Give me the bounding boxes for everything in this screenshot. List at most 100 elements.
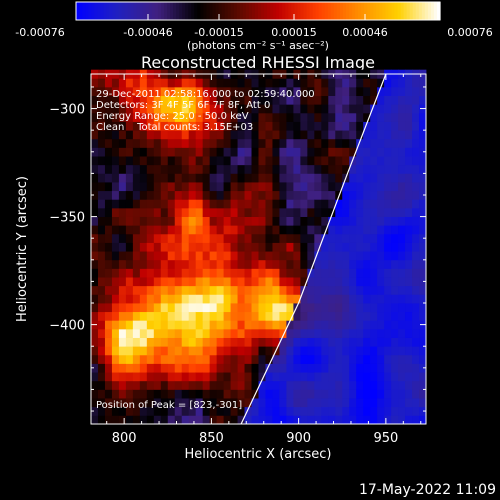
heatmap-pixel [342,346,350,356]
heatmap-pixel [314,328,322,338]
heatmap-pixel [167,216,176,226]
heatmap-pixel [244,156,252,166]
heatmap-pixel [349,398,357,408]
heatmap-pixel [160,294,169,304]
heatmap-pixel [272,363,280,373]
heatmap-pixel [167,328,176,338]
heatmap-pixel [391,95,399,105]
heatmap-pixel [118,121,127,131]
heatmap-pixel [363,138,371,148]
heatmap-pixel [160,268,169,278]
heatmap-pixel [91,346,99,356]
heatmap-pixel [209,216,218,226]
heatmap-pixel [272,303,280,313]
heatmap-pixel [195,277,204,287]
heatmap-pixel [181,389,190,399]
heatmap-pixel [286,173,294,183]
heatmap-pixel [244,337,252,347]
heatmap-pixel [300,346,308,356]
heatmap-pixel [181,78,190,88]
heatmap-pixel [349,285,357,295]
heatmap-pixel [405,199,413,209]
heatmap-pixel [153,380,162,390]
heatmap-pixel [118,104,127,114]
heatmap-pixel [391,268,399,278]
heatmap-pixel [398,173,406,183]
heatmap-pixel [160,337,169,347]
heatmap-pixel [335,138,343,148]
heatmap-pixel [328,363,336,373]
heatmap-pixel [370,147,378,157]
heatmap-pixel [104,415,113,425]
heatmap-pixel [265,86,273,96]
heatmap-pixel [230,78,238,88]
heatmap-pixel [286,398,294,408]
heatmap-pixel [160,251,169,261]
colorbar-swatch [294,2,299,20]
heatmap-pixel [398,398,406,408]
annotation-counts: Clean Total counts: 3.15E+03 [96,122,253,133]
heatmap-pixel [279,363,287,373]
heatmap-pixel [405,86,413,96]
heatmap-pixel [174,190,183,200]
heatmap-pixel [279,130,287,140]
heatmap-pixel [104,112,113,122]
heatmap-pixel [91,164,99,174]
heatmap-pixel [223,104,231,114]
heatmap-pixel [132,156,141,166]
colorbar-swatch [370,2,374,20]
heatmap-pixel [321,199,329,209]
colorbar-swatch [251,2,256,20]
heatmap-pixel [139,156,148,166]
heatmap-pixel [349,104,357,114]
colorbar-swatch [79,2,83,20]
heatmap-pixel [279,104,287,114]
heatmap-pixel [167,354,176,364]
heatmap-pixel [398,121,406,131]
heatmap-pixel [202,303,211,313]
heatmap-pixel [258,104,266,114]
heatmap-pixel [132,190,141,200]
heatmap-pixel [188,285,197,295]
heatmap-pixel [223,320,231,330]
heatmap-pixel [230,328,238,338]
colorbar-swatch [345,2,350,20]
heatmap-pixel [370,303,378,313]
heatmap-pixel [258,259,266,269]
heatmap-pixel [419,294,427,304]
heatmap-pixel [160,363,169,373]
heatmap-pixel [125,242,134,252]
heatmap-pixel [91,86,99,96]
heatmap-pixel [160,242,169,252]
heatmap-pixel [321,233,329,243]
heatmap-pixel [321,363,329,373]
heatmap-pixel [293,112,301,122]
heatmap-pixel [209,104,218,114]
heatmap-pixel [223,242,231,252]
heatmap-pixel [104,346,113,356]
heatmap-pixel [279,207,287,217]
heatmap-pixel [286,112,294,122]
heatmap-pixel [202,311,211,321]
heatmap-pixel [139,354,148,364]
heatmap-pixel [300,372,308,382]
heatmap-pixel [237,216,245,226]
heatmap-pixel [188,303,197,313]
heatmap-pixel [293,363,301,373]
heatmap-pixel [286,147,294,157]
heatmap-pixel [377,294,385,304]
heatmap-pixel [153,294,162,304]
annotation-time: 29-Dec-2011 02:58:16.000 to 02:59:40.000 [96,89,315,100]
heatmap-pixel [342,78,350,88]
heatmap-pixel [272,121,280,131]
heatmap-pixel [412,104,420,114]
heatmap-pixel [230,182,238,192]
heatmap-pixel [132,78,141,88]
heatmap-pixel [153,78,162,88]
heatmap-pixel [314,104,322,114]
heatmap-pixel [349,406,357,416]
heatmap-pixel [188,398,197,408]
heatmap-pixel [209,121,218,131]
heatmap-pixel [139,398,148,408]
heatmap-pixel [335,363,343,373]
